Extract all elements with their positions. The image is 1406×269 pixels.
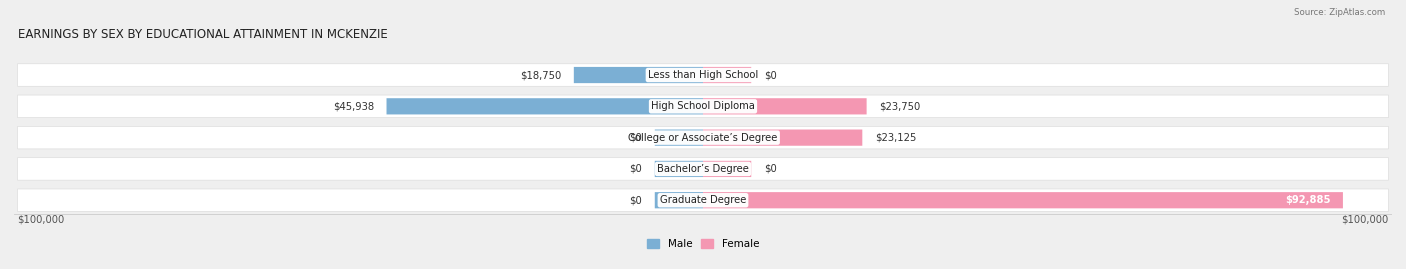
FancyBboxPatch shape (17, 189, 1389, 211)
FancyBboxPatch shape (655, 129, 703, 146)
FancyBboxPatch shape (574, 67, 703, 83)
Text: Source: ZipAtlas.com: Source: ZipAtlas.com (1294, 8, 1385, 17)
Text: $45,938: $45,938 (333, 101, 374, 111)
FancyBboxPatch shape (17, 126, 1389, 149)
Legend: Male, Female: Male, Female (643, 235, 763, 253)
Text: $23,750: $23,750 (879, 101, 921, 111)
FancyBboxPatch shape (703, 98, 866, 114)
FancyBboxPatch shape (703, 192, 1343, 208)
Text: College or Associate’s Degree: College or Associate’s Degree (628, 133, 778, 143)
Text: EARNINGS BY SEX BY EDUCATIONAL ATTAINMENT IN MCKENZIE: EARNINGS BY SEX BY EDUCATIONAL ATTAINMEN… (17, 28, 387, 41)
FancyBboxPatch shape (17, 95, 1389, 118)
FancyBboxPatch shape (17, 64, 1389, 86)
FancyBboxPatch shape (387, 98, 703, 114)
Text: $0: $0 (763, 164, 776, 174)
Text: $0: $0 (630, 133, 643, 143)
FancyBboxPatch shape (655, 192, 703, 208)
Text: Graduate Degree: Graduate Degree (659, 195, 747, 205)
Text: Less than High School: Less than High School (648, 70, 758, 80)
Text: Bachelor’s Degree: Bachelor’s Degree (657, 164, 749, 174)
Text: $92,885: $92,885 (1285, 195, 1330, 205)
Text: $18,750: $18,750 (520, 70, 561, 80)
FancyBboxPatch shape (703, 161, 751, 177)
Text: $0: $0 (630, 195, 643, 205)
Text: $100,000: $100,000 (17, 214, 65, 224)
Text: $0: $0 (763, 70, 776, 80)
Text: $0: $0 (630, 164, 643, 174)
FancyBboxPatch shape (703, 67, 751, 83)
Text: $100,000: $100,000 (1341, 214, 1389, 224)
Text: $23,125: $23,125 (875, 133, 917, 143)
FancyBboxPatch shape (703, 129, 862, 146)
FancyBboxPatch shape (655, 161, 703, 177)
FancyBboxPatch shape (17, 158, 1389, 180)
Text: High School Diploma: High School Diploma (651, 101, 755, 111)
